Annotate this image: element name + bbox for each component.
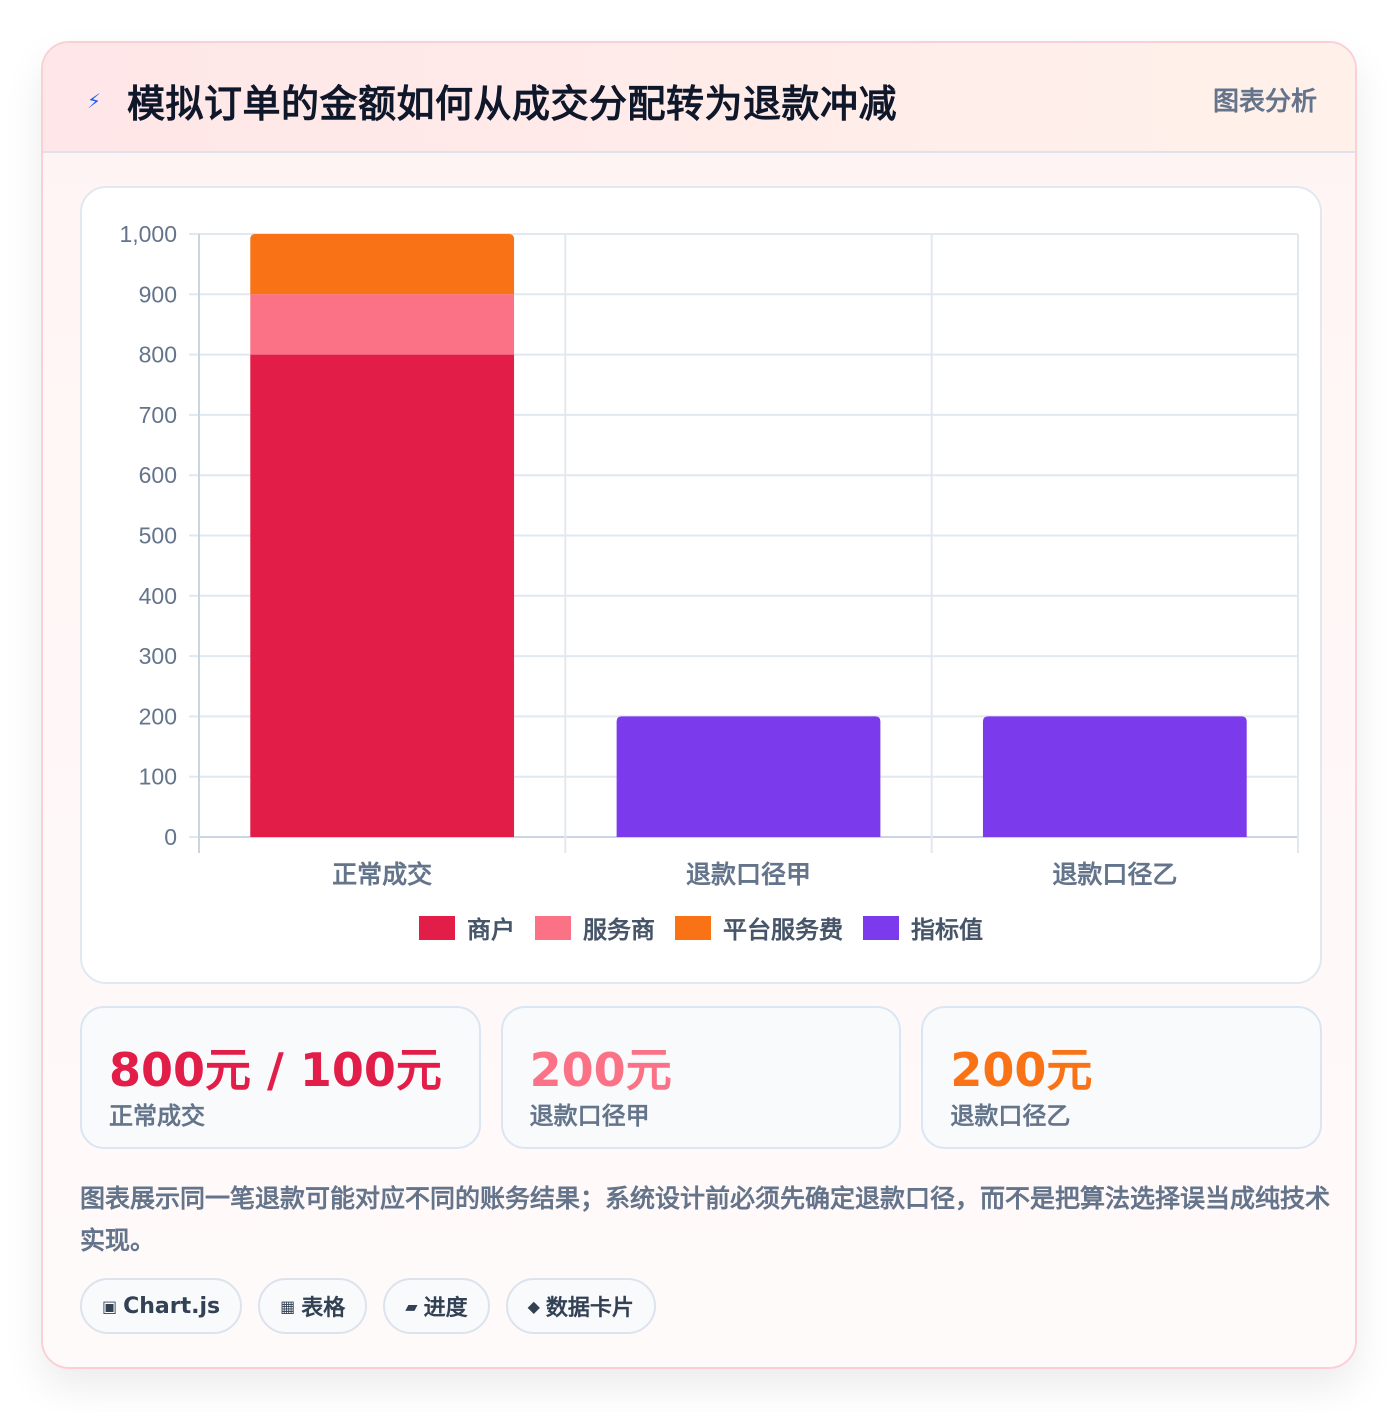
chart-analysis-label: 图表分析 bbox=[1212, 87, 1317, 117]
chart-legend: 商户 服务商 平台服务费 指标值 bbox=[82, 910, 1320, 945]
legend-item[interactable]: 指标值 bbox=[863, 910, 983, 945]
tag-label: Chart.js bbox=[123, 1293, 221, 1319]
stat-card: 200元 退款口径甲 bbox=[500, 1006, 902, 1149]
card-header: ⚡ 模拟订单的金额如何从成交分配转为退款冲减 图表分析 bbox=[43, 43, 1355, 153]
y-tick-label: 800 bbox=[139, 342, 177, 368]
legend-swatch bbox=[863, 915, 899, 940]
stat-value: 200元 bbox=[529, 1043, 672, 1097]
y-tick-label: 300 bbox=[139, 643, 177, 669]
tag-list: ▣ Chart.js ▦ 表格 ▰ 进度 ◆ 数据卡片 bbox=[80, 1278, 656, 1334]
stat-value: 800元 / 100元 bbox=[109, 1043, 442, 1097]
stat-label: 退款口径甲 bbox=[529, 1102, 650, 1130]
y-tick-label: 500 bbox=[139, 523, 177, 549]
chart-description: 图表展示同一笔退款可能对应不同的账务结果；系统设计前必须先确定退款口径，而不是把… bbox=[80, 1184, 1331, 1255]
legend-item[interactable]: 商户 bbox=[419, 910, 515, 945]
legend-item[interactable]: 服务商 bbox=[535, 910, 655, 945]
bar-segment bbox=[250, 294, 515, 355]
diamond-icon: ◆ bbox=[527, 1296, 540, 1316]
lightning-icon: ⚡ bbox=[87, 89, 102, 113]
legend-item[interactable]: 平台服务费 bbox=[675, 910, 843, 945]
stat-label: 正常成交 bbox=[109, 1102, 205, 1130]
y-tick-label: 400 bbox=[139, 583, 177, 609]
stat-card: 800元 / 100元 正常成交 bbox=[80, 1006, 481, 1149]
table-icon: ▦ bbox=[280, 1296, 296, 1316]
bar-chart: 0 100 200 300 400 500 600 700 800 900 1,000 正常成交 退款口… bbox=[119, 221, 1299, 889]
x-tick-label: 退款口径乙 bbox=[1052, 861, 1177, 889]
y-tick-label: 1,000 bbox=[119, 221, 177, 247]
tag-table[interactable]: ▦ 表格 bbox=[258, 1278, 368, 1334]
bar-segment bbox=[250, 354, 515, 837]
tag-progress[interactable]: ▰ 进度 bbox=[383, 1278, 490, 1334]
legend-label: 平台服务费 bbox=[723, 916, 843, 944]
analysis-card: ⚡ 模拟订单的金额如何从成交分配转为退款冲减 图表分析 0 100 200 300 40… bbox=[41, 41, 1357, 1369]
tag-chartjs[interactable]: ▣ Chart.js bbox=[80, 1278, 243, 1334]
page-title: 模拟订单的金额如何从成交分配转为退款冲减 bbox=[127, 82, 898, 126]
legend-label: 商户 bbox=[467, 916, 515, 944]
y-tick-label: 0 bbox=[164, 824, 177, 850]
legend-swatch bbox=[675, 915, 711, 940]
y-tick-label: 600 bbox=[139, 462, 177, 488]
x-tick-label: 退款口径甲 bbox=[686, 861, 811, 889]
tag-data-card[interactable]: ◆ 数据卡片 bbox=[505, 1278, 656, 1334]
bar-segment bbox=[250, 234, 515, 295]
x-tick-label: 正常成交 bbox=[332, 860, 432, 889]
y-tick-label: 900 bbox=[139, 281, 177, 307]
legend-label: 指标值 bbox=[911, 916, 983, 944]
tag-label: 数据卡片 bbox=[545, 1296, 634, 1321]
stat-label: 退款口径乙 bbox=[950, 1102, 1071, 1130]
tag-label: 进度 bbox=[423, 1296, 468, 1321]
legend-label: 服务商 bbox=[583, 916, 655, 944]
legend-swatch bbox=[535, 915, 571, 940]
y-tick-label: 100 bbox=[139, 764, 177, 790]
y-tick-label: 200 bbox=[139, 703, 177, 729]
tag-label: 表格 bbox=[301, 1296, 346, 1321]
stat-cards: 800元 / 100元 正常成交 200元 退款口径甲 200元 退款口径乙 bbox=[80, 1006, 1323, 1149]
stat-value: 200元 bbox=[950, 1043, 1093, 1097]
chart-panel: 0 100 200 300 400 500 600 700 800 900 1,000 正常成交 退款口… bbox=[80, 186, 1322, 984]
legend-swatch bbox=[419, 915, 455, 940]
stat-card: 200元 退款口径乙 bbox=[921, 1006, 1323, 1149]
bar-segment bbox=[982, 716, 1247, 837]
chip-icon: ▣ bbox=[102, 1296, 118, 1316]
bar-segment bbox=[616, 716, 881, 837]
progress-icon: ▰ bbox=[405, 1296, 418, 1316]
y-tick-label: 700 bbox=[139, 402, 177, 428]
